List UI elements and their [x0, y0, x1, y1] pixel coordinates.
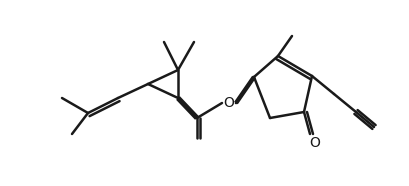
- Text: O: O: [223, 96, 234, 110]
- Text: O: O: [309, 136, 320, 150]
